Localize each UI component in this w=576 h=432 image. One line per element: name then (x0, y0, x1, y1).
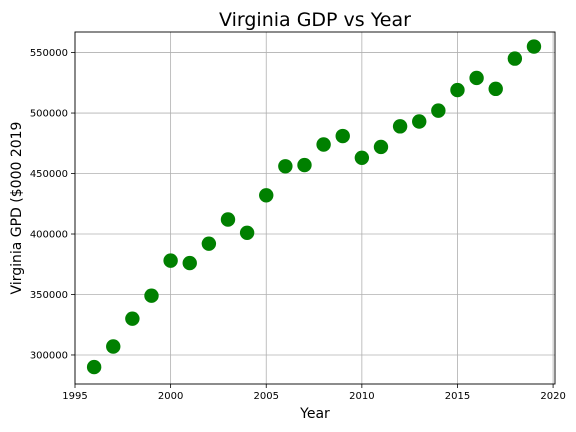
data-point (278, 159, 293, 174)
data-point (354, 150, 370, 166)
x-tick-label: 2005 (254, 391, 279, 402)
data-point (86, 359, 102, 375)
y-tick-label: 450000 (30, 169, 68, 180)
data-point (182, 255, 197, 271)
data-point (220, 212, 236, 227)
x-tick-label: 2015 (445, 391, 470, 402)
y-tick-label: 300000 (30, 350, 68, 361)
data-point (163, 253, 178, 268)
data-point (488, 81, 503, 97)
x-tick-label: 2000 (158, 391, 183, 402)
y-tick-label: 350000 (30, 290, 68, 301)
data-point (106, 339, 121, 354)
data-point (412, 114, 427, 129)
data-points (86, 39, 542, 375)
data-point (507, 51, 523, 66)
y-tick-label: 500000 (30, 109, 68, 120)
x-tick-label: 2020 (540, 391, 565, 402)
chart-title: Virginia GDP vs Year (219, 9, 411, 31)
data-point (335, 128, 350, 144)
data-point (469, 70, 484, 86)
data-point (450, 82, 465, 98)
x-tick-label: 1995 (62, 391, 87, 402)
data-point (201, 236, 217, 251)
data-point (259, 188, 274, 203)
data-point (526, 39, 542, 54)
data-point (297, 157, 312, 173)
data-point (125, 311, 140, 326)
y-tick-label: 550000 (30, 48, 68, 59)
data-point (316, 137, 331, 152)
data-point (239, 225, 255, 240)
y-tick-label: 400000 (30, 230, 68, 241)
x-axis-label: Year (299, 406, 330, 422)
x-axis-ticks: 1995 2000 2005 2010 2015 2020 (62, 384, 566, 402)
data-point (392, 119, 408, 134)
plot-area-frame (74, 31, 556, 385)
y-axis-ticks: 300000 350000 400000 450000 500000 550000 (30, 48, 75, 361)
data-point (373, 139, 389, 155)
grid-lines (74, 32, 555, 384)
data-point (144, 288, 159, 303)
x-tick-label: 2010 (349, 391, 374, 402)
y-axis-label: Virginia GPD ($000 2019 (9, 122, 25, 295)
data-point (431, 103, 446, 118)
